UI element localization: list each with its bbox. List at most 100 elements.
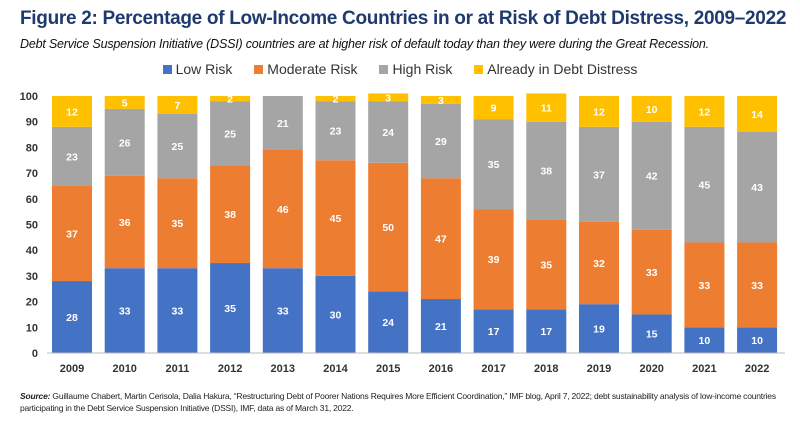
data-label: 30 (330, 309, 342, 321)
data-label: 28 (66, 312, 78, 324)
bar-segment (473, 209, 514, 310)
data-label: 37 (66, 228, 78, 240)
data-label: 42 (646, 171, 658, 183)
bar-segment (52, 126, 92, 186)
x-tick-label: 2013 (271, 363, 295, 375)
data-label: 7 (174, 100, 180, 112)
data-label: 24 (382, 127, 394, 139)
bar-segment (368, 93, 409, 102)
data-label: 9 (491, 103, 497, 115)
data-label: 38 (224, 209, 236, 221)
data-label: 33 (646, 267, 658, 279)
x-tick-label: 2019 (587, 363, 611, 375)
data-label: 35 (540, 259, 552, 271)
data-label: 33 (277, 306, 289, 318)
data-label: 14 (751, 109, 763, 121)
y-tick-label: 0 (32, 348, 38, 360)
legend-swatch (379, 65, 389, 74)
y-tick-label: 80 (26, 142, 38, 154)
x-tick-label: 2020 (639, 363, 663, 375)
legend-swatch (254, 65, 264, 74)
bar-segment (210, 96, 251, 102)
bar-segment (737, 96, 778, 132)
data-label: 35 (488, 159, 500, 171)
data-label: 33 (699, 280, 711, 292)
bar-segment (104, 96, 145, 109)
x-tick-label: 2017 (481, 363, 505, 375)
data-label: 46 (277, 204, 289, 216)
bar-segment (420, 103, 461, 179)
bar-segment (210, 263, 251, 353)
data-label: 23 (330, 126, 342, 138)
chart-subtitle: Debt Service Suspension Initiative (DSSI… (20, 37, 709, 51)
x-tick-label: 2012 (218, 363, 242, 375)
bar-segment (157, 268, 198, 353)
data-label: 19 (593, 324, 605, 336)
y-tick-label: 100 (20, 91, 38, 103)
data-label: 29 (435, 136, 447, 148)
bar-segment (262, 268, 303, 353)
x-tick-label: 2010 (112, 363, 136, 375)
data-label: 10 (751, 335, 763, 347)
bar-segment (473, 96, 514, 120)
bar-segment (52, 281, 92, 353)
data-label: 3 (438, 95, 444, 107)
bar-segment (368, 101, 409, 163)
bar-segment (526, 219, 567, 310)
y-tick-label: 70 (26, 168, 38, 180)
source-text: Guillaume Chabert, Martin Cerisola, Dali… (20, 391, 776, 413)
data-label: 2 (227, 94, 233, 106)
y-tick-label: 10 (26, 322, 38, 334)
legend-label: Already in Debt Distress (487, 61, 638, 77)
x-tick-label: 2021 (692, 363, 716, 375)
y-tick-label: 50 (26, 220, 38, 232)
data-label: 35 (224, 303, 236, 315)
source-note: Source: Guillaume Chabert, Martin Ceriso… (20, 390, 790, 414)
legend-swatch (474, 65, 484, 74)
legend-item-high-risk: High Risk (379, 61, 452, 77)
bar-segment (315, 160, 356, 276)
x-tick-label: 2018 (534, 363, 558, 375)
bar-segment (631, 121, 672, 230)
legend-item-low-risk: Low Risk (162, 61, 233, 77)
data-label: 33 (172, 306, 184, 318)
bar-segment (473, 309, 514, 353)
data-label: 25 (172, 141, 184, 153)
bar-segment (684, 327, 725, 353)
bar-segment (526, 93, 567, 122)
data-label: 12 (593, 106, 605, 118)
bar-segment (157, 178, 198, 269)
data-label: 3 (385, 92, 391, 104)
bar-segment (157, 96, 198, 114)
bar-segment (315, 275, 356, 353)
data-label: 36 (119, 217, 131, 229)
bar-segment (473, 119, 514, 210)
data-label: 21 (277, 118, 289, 130)
legend-label: Low Risk (175, 61, 233, 77)
bar-segment (210, 101, 251, 166)
data-label: 12 (66, 106, 78, 118)
legend-label: High Risk (392, 61, 453, 77)
data-label: 15 (646, 329, 658, 341)
bar-segment (157, 113, 198, 179)
data-label: 17 (540, 326, 552, 338)
bar-segment (684, 96, 725, 127)
bar-segment (104, 108, 145, 176)
bar-segment (526, 121, 567, 220)
bar-segment (579, 96, 619, 127)
bar-segment (631, 314, 672, 353)
bar-segment (262, 149, 303, 269)
bar-segment (262, 96, 303, 150)
data-label: 43 (751, 182, 763, 194)
x-tick-label: 2015 (376, 363, 400, 375)
x-tick-label: 2011 (165, 363, 189, 375)
y-tick-label: 40 (26, 245, 38, 257)
bar-segment (420, 178, 461, 300)
data-label: 37 (593, 169, 605, 181)
bar-segment (420, 299, 461, 353)
legend-swatch (162, 65, 172, 74)
legend-label: Moderate Risk (267, 61, 358, 77)
data-label: 12 (699, 106, 711, 118)
data-label: 11 (541, 103, 552, 115)
bar-segment (737, 131, 778, 243)
